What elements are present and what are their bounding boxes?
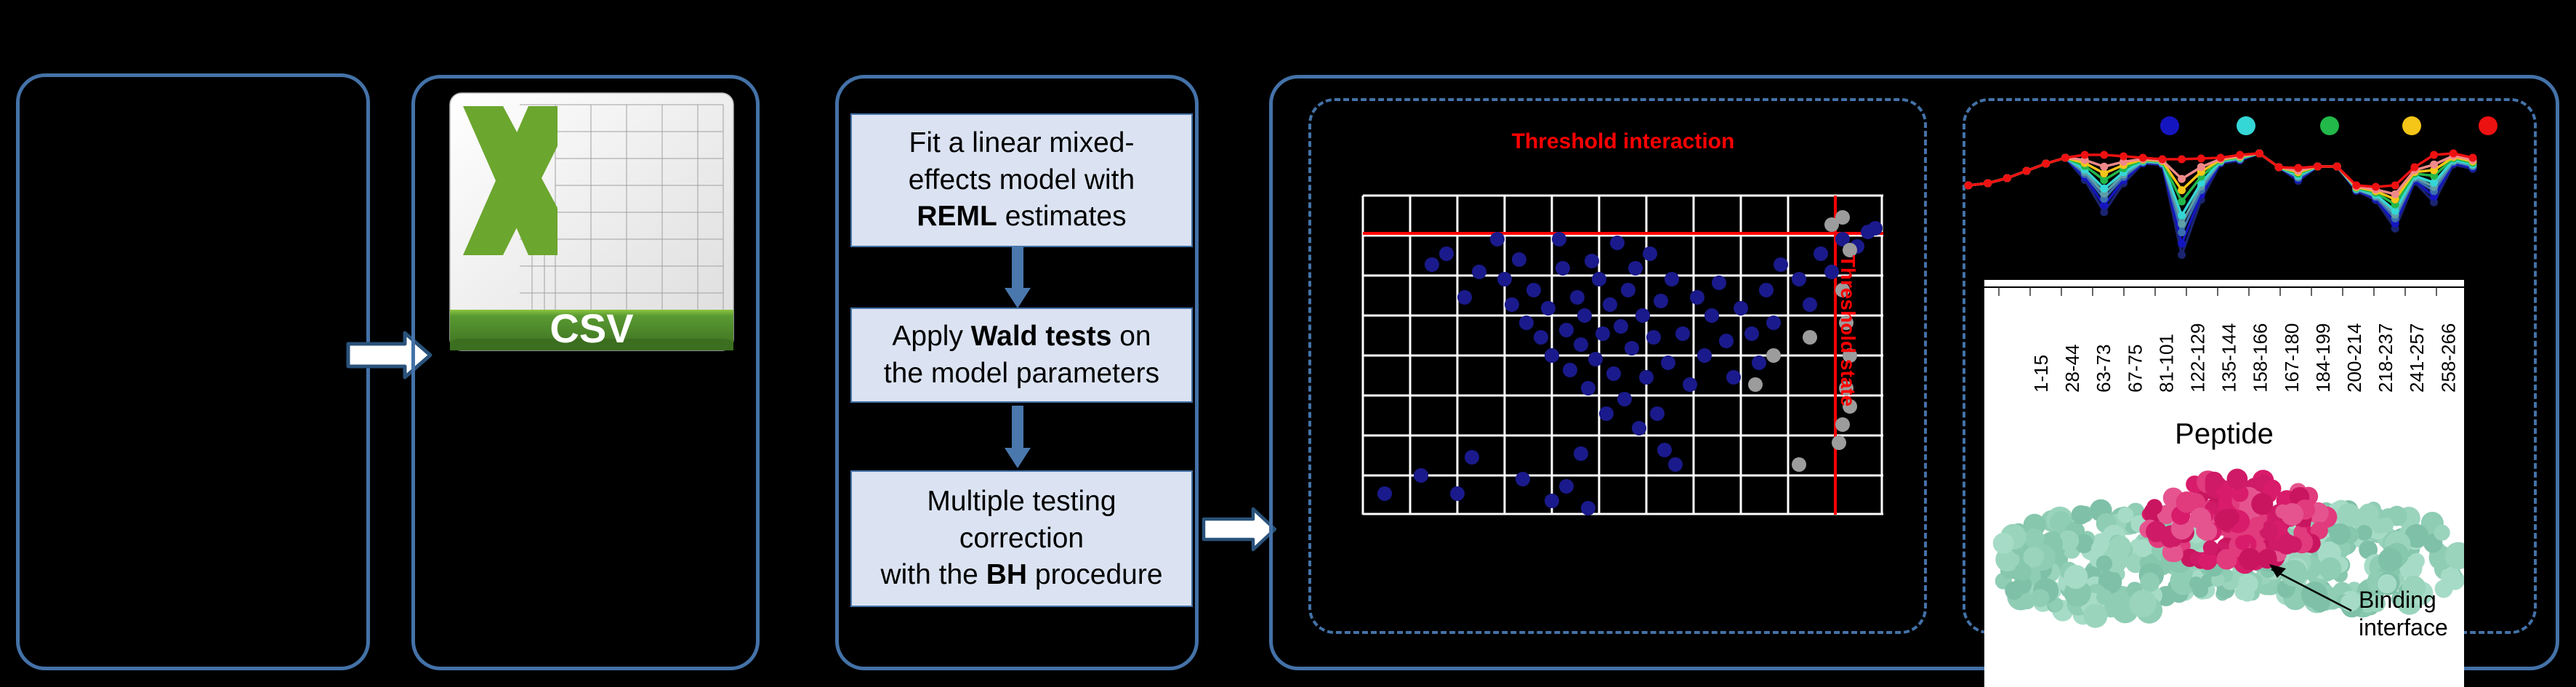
svg-text:67-75: 67-75 — [2124, 345, 2146, 393]
svg-text:241-257: 241-257 — [2406, 324, 2428, 393]
svg-text:122-129: 122-129 — [2187, 324, 2209, 393]
svg-text:Peptide: Peptide — [2175, 418, 2274, 450]
svg-text:28-44: 28-44 — [2061, 345, 2083, 393]
svg-text:200-214: 200-214 — [2343, 324, 2365, 393]
svg-text:158-166: 158-166 — [2250, 324, 2271, 393]
svg-text:63-73: 63-73 — [2093, 345, 2114, 393]
svg-text:CSV: CSV — [550, 305, 633, 351]
svg-text:167-180: 167-180 — [2281, 324, 2303, 393]
svg-text:interface: interface — [2359, 614, 2448, 640]
svg-text:135-144: 135-144 — [2218, 324, 2240, 393]
svg-text:81-101: 81-101 — [2155, 334, 2177, 393]
svg-text:Binding: Binding — [2359, 587, 2436, 613]
svg-text:218-237: 218-237 — [2375, 324, 2396, 393]
svg-text:258-266: 258-266 — [2437, 324, 2459, 393]
svg-text:1-15: 1-15 — [2030, 355, 2052, 393]
svg-text:184-199: 184-199 — [2312, 324, 2334, 393]
